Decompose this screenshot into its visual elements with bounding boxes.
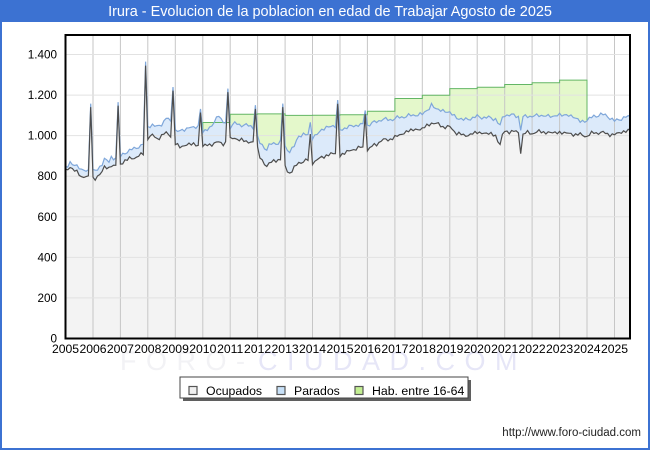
svg-text:0: 0 bbox=[50, 333, 57, 346]
svg-text:Ocupados: Ocupados bbox=[206, 384, 262, 398]
svg-text:2010: 2010 bbox=[189, 342, 216, 356]
svg-text:2020: 2020 bbox=[464, 342, 491, 356]
svg-text:2016: 2016 bbox=[354, 342, 381, 356]
svg-text:2011: 2011 bbox=[217, 342, 243, 356]
svg-text:2024: 2024 bbox=[573, 342, 600, 356]
svg-text:Hab. entre 16-64: Hab. entre 16-64 bbox=[372, 384, 464, 398]
svg-text:2025: 2025 bbox=[601, 342, 628, 356]
svg-text:2012: 2012 bbox=[244, 342, 271, 356]
svg-text:2008: 2008 bbox=[134, 342, 161, 356]
svg-text:2013: 2013 bbox=[272, 342, 299, 356]
svg-text:2022: 2022 bbox=[519, 342, 546, 356]
svg-text:2009: 2009 bbox=[162, 342, 189, 356]
svg-text:FORO-: FORO- bbox=[120, 346, 255, 376]
svg-text:2018: 2018 bbox=[409, 342, 436, 356]
svg-text:2017: 2017 bbox=[381, 342, 408, 356]
svg-text:2006: 2006 bbox=[79, 342, 106, 356]
svg-text:http://www.foro-ciudad.com: http://www.foro-ciudad.com bbox=[502, 427, 641, 439]
svg-text:1.000: 1.000 bbox=[28, 130, 58, 143]
svg-text:2019: 2019 bbox=[436, 342, 463, 356]
svg-text:2014: 2014 bbox=[299, 342, 326, 356]
svg-text:1.400: 1.400 bbox=[28, 49, 58, 62]
svg-text:Parados: Parados bbox=[294, 384, 340, 398]
svg-text:Irura - Evolucion de la poblac: Irura - Evolucion de la poblacion en eda… bbox=[108, 4, 552, 20]
svg-text:200: 200 bbox=[37, 292, 57, 305]
svg-text:2005: 2005 bbox=[52, 342, 79, 356]
svg-text:CIUDAD.COM: CIUDAD.COM bbox=[258, 346, 527, 376]
svg-text:1.200: 1.200 bbox=[28, 89, 58, 102]
svg-text:2023: 2023 bbox=[546, 342, 573, 356]
svg-text:600: 600 bbox=[37, 211, 57, 224]
svg-text:800: 800 bbox=[37, 170, 57, 183]
svg-text:400: 400 bbox=[37, 251, 57, 264]
svg-text:2007: 2007 bbox=[107, 342, 134, 356]
svg-text:2015: 2015 bbox=[326, 342, 353, 356]
svg-text:2021: 2021 bbox=[491, 342, 518, 356]
